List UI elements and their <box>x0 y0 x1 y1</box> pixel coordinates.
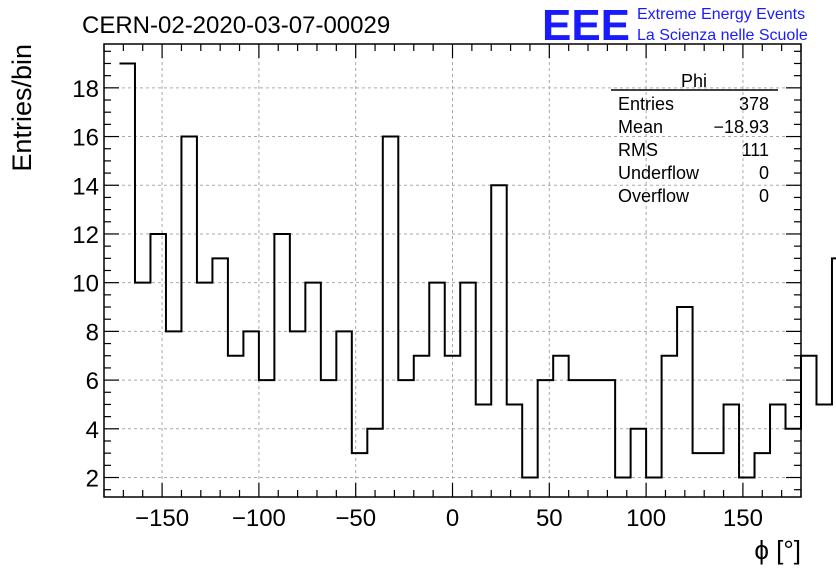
histogram-bin <box>600 380 615 497</box>
histogram-bin <box>816 404 831 497</box>
x-tick-label: 150 <box>723 505 763 532</box>
y-tick-label: 4 <box>86 417 99 444</box>
histogram-bin <box>212 258 227 497</box>
y-tick-label: 14 <box>72 173 99 200</box>
histogram-bin <box>290 331 305 497</box>
histogram-outline <box>119 62 836 479</box>
histogram-bin <box>228 356 243 497</box>
histogram-bin <box>414 356 429 497</box>
histogram-bin <box>739 478 754 497</box>
y-axis-label: Entries/bin <box>7 44 37 172</box>
histogram-bin <box>615 478 630 497</box>
histogram-bin <box>274 234 289 497</box>
histogram-bin <box>631 429 646 497</box>
y-tick-label: 16 <box>72 125 99 152</box>
stats-row-label: RMS <box>618 140 658 160</box>
histogram-bin <box>259 380 274 497</box>
histogram-bin <box>336 331 351 497</box>
histogram-bin <box>538 380 553 497</box>
stats-title: Phi <box>681 71 707 91</box>
stats-row-value: 0 <box>759 186 769 206</box>
run-title: CERN-02-2020-03-07-00029 <box>82 12 390 39</box>
histogram-bin <box>646 478 661 497</box>
histogram-bin <box>553 356 568 497</box>
stats-rows: Entries 378 Mean −18.93 RMS 111 Underflow 0 Over… <box>618 94 769 206</box>
x-tick-label: 100 <box>626 505 666 532</box>
stats-row-label: Underflow <box>618 163 700 183</box>
y-tick-label: 2 <box>86 466 99 493</box>
histogram-bin <box>398 380 413 497</box>
y-tick-label: 8 <box>86 319 99 346</box>
histogram-bin <box>460 283 475 497</box>
y-tick-label: 6 <box>86 368 99 395</box>
x-tick-label: −100 <box>232 505 286 532</box>
histogram-bin <box>150 234 165 497</box>
logo-line-2: La Scienza nelle Scuole <box>637 27 808 44</box>
stats-row-label: Overflow <box>618 186 690 206</box>
plot-frame <box>103 43 802 498</box>
histogram-bin <box>693 453 708 497</box>
y-tick-label: 10 <box>72 271 99 298</box>
eee-logo-mark: EEE <box>542 1 630 50</box>
y-tick-label: 12 <box>72 222 99 249</box>
histogram-bin <box>166 331 181 497</box>
x-tick-label: 50 <box>536 505 563 532</box>
histogram-bin <box>507 404 522 497</box>
histogram-bin <box>708 453 723 497</box>
histogram-bin <box>770 404 785 497</box>
axis-ticks <box>103 44 802 497</box>
x-tick-label: −50 <box>335 505 376 532</box>
x-tick-label: −150 <box>135 505 189 532</box>
stats-row-label: Mean <box>618 117 663 137</box>
histogram-bin <box>197 283 212 497</box>
histogram-bin <box>801 356 816 497</box>
stats-row-label: Entries <box>618 94 674 114</box>
histogram-bin <box>445 356 460 497</box>
histogram-bin <box>569 380 584 497</box>
x-axis-label: ϕ [°] <box>754 535 801 565</box>
histogram-bin <box>367 429 382 497</box>
stats-row-value: −18.93 <box>713 117 769 137</box>
stats-row-value: 378 <box>739 94 769 114</box>
histogram-bin <box>181 137 196 497</box>
histogram-bin <box>429 283 444 497</box>
histogram-bars <box>119 62 836 497</box>
histogram-bin <box>119 63 134 497</box>
histogram-bin <box>491 185 506 497</box>
stats-row-value: 111 <box>742 140 769 160</box>
histogram-bin <box>135 283 150 497</box>
histogram-bin <box>677 307 692 497</box>
grid-lines <box>104 44 801 497</box>
stats-box: Phi Entries 378 Mean −18.93 RMS 111 Underflow 0… <box>611 71 778 206</box>
histogram-bin <box>584 380 599 497</box>
y-tick-label: 18 <box>72 76 99 103</box>
logo-line-1: Extreme Energy Events <box>637 6 805 23</box>
histogram-bin <box>383 137 398 497</box>
eee-logo: EEE Extreme Energy Events La Scienza nel… <box>542 1 808 50</box>
histogram-bin <box>321 380 336 497</box>
histogram-bin <box>786 429 801 497</box>
histogram-bin <box>662 356 677 497</box>
histogram-bin <box>476 404 491 497</box>
histogram-bin <box>724 404 739 497</box>
histogram-bin <box>352 453 367 497</box>
histogram-bin <box>305 283 320 497</box>
x-tick-label: 0 <box>446 505 459 532</box>
histogram-bin <box>243 331 258 497</box>
stats-row-value: 0 <box>759 163 769 183</box>
tick-labels: −150 −100 −50 0 50 100 150 2 4 6 8 10 12 14 16 18 <box>72 76 763 532</box>
